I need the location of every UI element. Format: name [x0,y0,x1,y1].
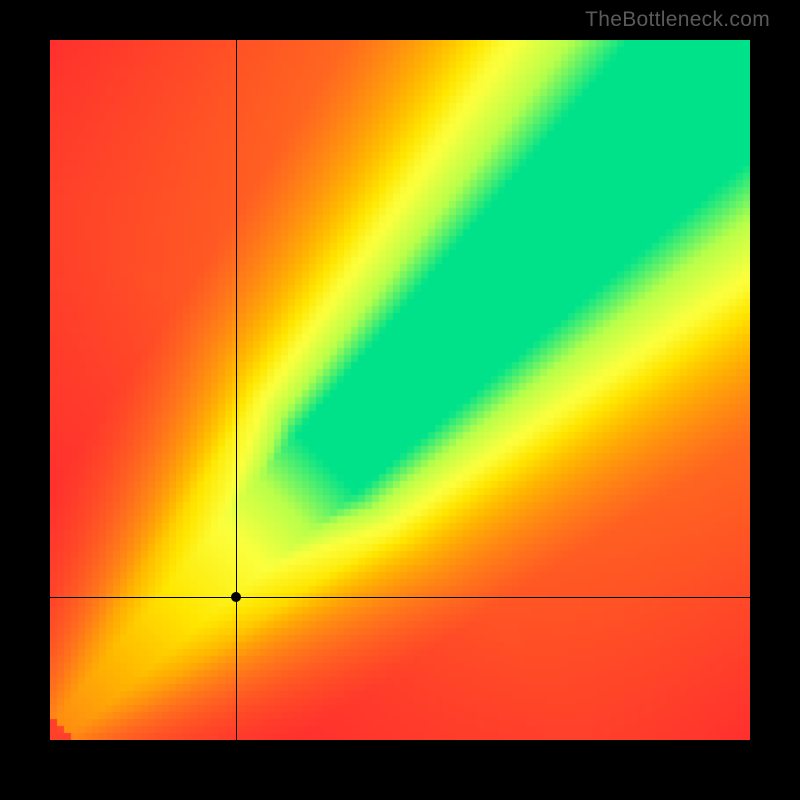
bottleneck-heatmap-canvas [50,40,750,740]
crosshair-vertical-line [236,40,237,740]
watermark-text: TheBottleneck.com [585,8,770,32]
heatmap-plot-area [50,40,750,740]
marker-point [231,592,241,602]
crosshair-horizontal-line [50,597,750,598]
